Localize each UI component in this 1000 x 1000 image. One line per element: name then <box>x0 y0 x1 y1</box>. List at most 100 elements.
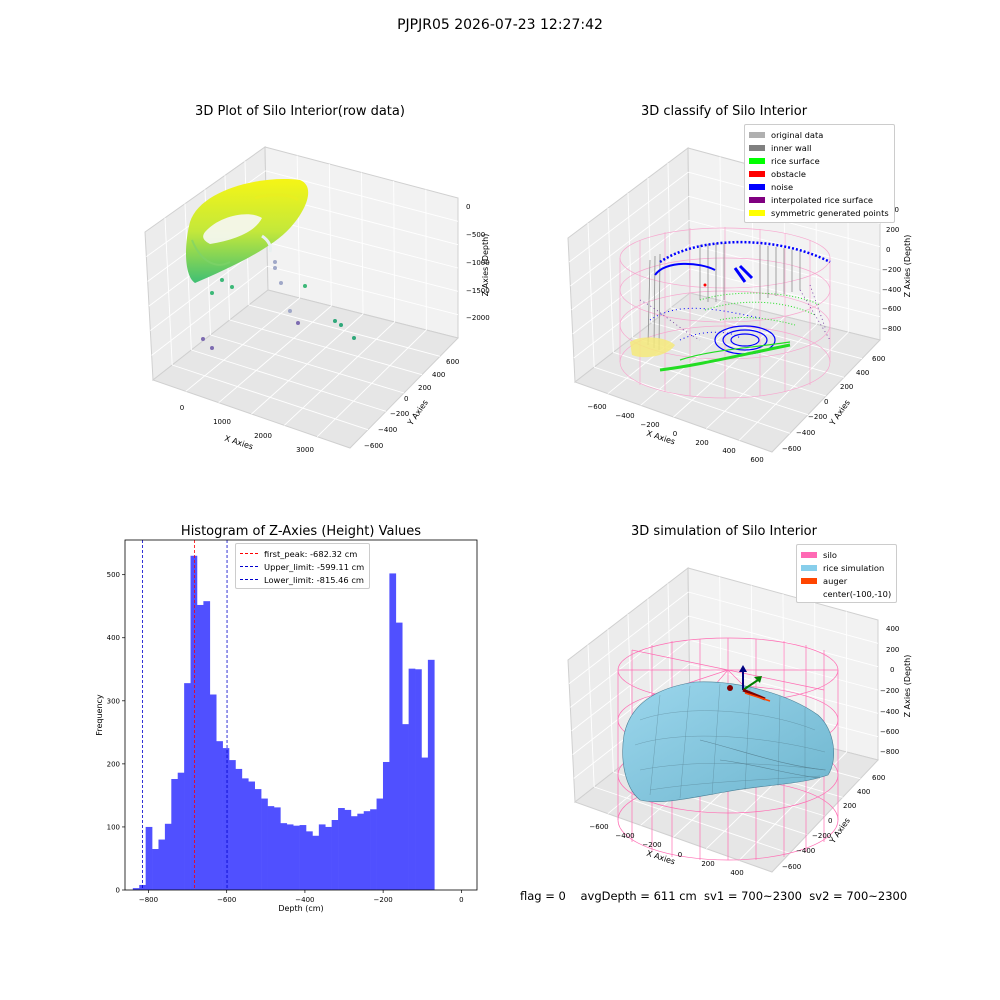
legend-item-silo: silo <box>801 548 891 561</box>
histogram-title: Histogram of Z-Axies (Height) Values <box>180 524 422 539</box>
cls-ytick-4: 200 <box>840 383 853 391</box>
sim-ztick-0: 400 <box>886 625 899 633</box>
histogram-bars <box>132 555 435 890</box>
raw-point <box>220 278 224 282</box>
raw-ytick-3: 0 <box>404 395 408 403</box>
cls-ztick-2: −200 <box>882 266 901 274</box>
classify-interpolated-points <box>639 284 831 341</box>
sim-xtick-3: 0 <box>678 851 682 859</box>
raw-point <box>333 319 337 323</box>
sim-ytick-1: −400 <box>796 847 815 855</box>
cls-ytick-1: −400 <box>796 429 815 437</box>
histogram-bar <box>421 757 429 890</box>
raw-point <box>210 346 214 350</box>
classify-silo-wireframe <box>619 227 831 399</box>
legend-item-first-peak: first_peak: -682.32 cm <box>240 547 364 560</box>
legend-item-center: center(-100,-10) <box>801 587 891 600</box>
cls-x-axis-label: X Axies <box>645 429 676 447</box>
histogram-x-ticks: −800 −600 −400 −200 0 <box>139 890 464 904</box>
histogram-bar <box>363 811 371 890</box>
raw-xtick-3: 3000 <box>296 446 314 454</box>
classify-noise-points <box>649 240 831 355</box>
sim-ytick-5: 400 <box>857 788 870 796</box>
raw-ytick-2: −200 <box>390 410 409 418</box>
cls-ytick-6: 600 <box>872 355 885 363</box>
histogram-bar <box>171 779 179 890</box>
classify-inner-wall-points <box>647 243 801 351</box>
cls-ztick-1: 0 <box>886 246 890 254</box>
histogram-x-tick-label: −800 <box>139 896 158 904</box>
raw-sparse-points <box>201 260 356 350</box>
raw-point <box>273 266 277 270</box>
legend-swatch <box>749 210 765 217</box>
raw-xtick-1: 1000 <box>213 418 231 426</box>
legend-item-lower-limit: Lower_limit: -815.46 cm <box>240 573 364 586</box>
cls-ytick-5: 400 <box>856 369 869 377</box>
histogram-bar <box>293 825 300 890</box>
raw-ytick-1: −400 <box>378 426 397 434</box>
pane-gridline <box>316 329 427 437</box>
legend-label: obstacle <box>771 168 806 179</box>
pane-gridline <box>267 265 459 316</box>
histogram-bar <box>248 781 255 890</box>
cls-xtick-6: 600 <box>750 456 763 464</box>
cls-ytick-2: −200 <box>808 413 827 421</box>
histogram-bar <box>312 835 320 890</box>
histogram-bar <box>209 694 217 890</box>
raw-ztick-0: 0 <box>466 203 470 211</box>
raw-3d-plot: 0 1000 2000 3000 X Axies −600 −400 −200 … <box>144 146 490 454</box>
legend-label: Upper_limit: -599.11 cm <box>264 561 365 572</box>
legend-label: Lower_limit: -815.46 cm <box>264 574 364 585</box>
histogram-bar <box>395 622 403 890</box>
histogram-bar <box>382 761 390 890</box>
histogram-bar <box>177 772 185 890</box>
histogram-bar <box>402 724 409 890</box>
auger-marker <box>727 665 771 702</box>
raw-ztick-3: −1500 <box>466 287 490 295</box>
legend-item-interpolated: interpolated rice surface <box>749 193 889 206</box>
raw-ztick-4: −2000 <box>466 314 490 322</box>
cls-ztick-5: −800 <box>882 325 901 333</box>
legend-line-blue <box>240 566 258 568</box>
histogram-threshold-lines <box>142 540 228 890</box>
histogram-legend: first_peak: -682.32 cm Upper_limit: -599… <box>235 543 371 590</box>
legend-label: noise <box>771 181 794 192</box>
simulation-3d-plot: −600 −400 −200 0 200 400 X Axies −600 −4… <box>567 566 912 877</box>
raw-gridlines <box>146 155 459 437</box>
histogram-y-tick-label: 100 <box>107 823 120 831</box>
legend-swatch <box>749 131 765 138</box>
histogram-bar <box>273 807 281 890</box>
cls-xtick-3: 0 <box>673 430 677 438</box>
raw-point <box>288 309 292 313</box>
histogram-bar <box>370 809 377 890</box>
legend-label: original data <box>771 129 824 140</box>
raw-xtick-0: 0 <box>180 404 184 412</box>
histogram-bar <box>222 748 230 890</box>
raw-point <box>210 291 214 295</box>
histogram-bar <box>306 831 313 890</box>
raw-ytick-0: −600 <box>364 442 383 450</box>
legend-item-auger: auger <box>801 574 891 587</box>
histogram-x-tick-label: −400 <box>295 896 314 904</box>
histogram-bar <box>254 789 262 890</box>
legend-label: rice simulation <box>823 562 885 573</box>
legend-swatch <box>801 591 817 597</box>
legend-swatch <box>749 144 765 151</box>
legend-swatch <box>801 564 817 571</box>
raw-point <box>352 336 356 340</box>
raw-point <box>339 323 343 327</box>
simulation-rice-surface <box>622 681 834 802</box>
raw-ytick-4: 200 <box>418 384 431 392</box>
sim-ztick-6: −800 <box>880 748 899 756</box>
histogram-bar <box>325 826 332 890</box>
cls-ztick-3: −400 <box>882 286 901 294</box>
histogram-bar <box>376 798 384 890</box>
histogram-bar <box>261 798 268 890</box>
histogram-bar <box>164 823 172 890</box>
raw-z-axis-label: Z Axies (Depth) <box>481 234 490 297</box>
histogram-y-axis-label: Frequency <box>95 694 104 736</box>
sim-ytick-6: 600 <box>872 774 885 782</box>
histogram-axes-frame <box>124 539 478 891</box>
histogram-bar <box>318 824 326 890</box>
histogram-bar <box>427 659 435 890</box>
